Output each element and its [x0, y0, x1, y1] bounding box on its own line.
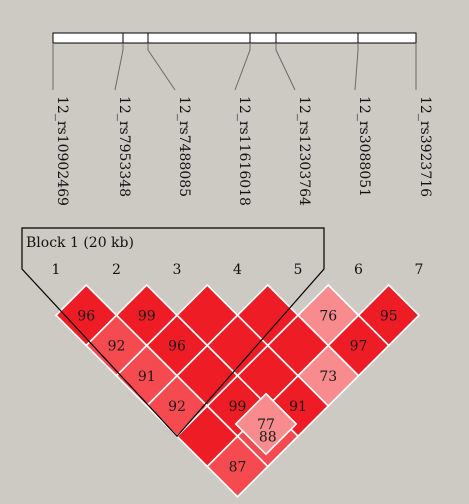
- ld-cell-value: 91: [289, 399, 307, 415]
- ld-cell-value: 87: [229, 460, 247, 476]
- ld-cell-value: 88: [259, 429, 277, 445]
- snp-connector-line: [114, 43, 124, 91]
- marker-number: 7: [415, 262, 424, 278]
- ld-cell-value: 76: [319, 308, 337, 324]
- snp-connector-line: [354, 43, 359, 91]
- snp-label: 12_rs7953348: [116, 96, 132, 197]
- snp-connector-lines: [52, 43, 417, 91]
- ld-cell-value: 97: [350, 339, 368, 355]
- ld-cell-value: 77: [257, 417, 275, 433]
- snp-labels: 12_rs10902469 12_rs7953348 12_rs7488085 12_…: [54, 96, 433, 206]
- ld-cell: [206, 435, 269, 498]
- snp-label: 12_rs12303764: [296, 96, 312, 206]
- marker-number: 2: [112, 262, 121, 278]
- marker-number: 1: [52, 262, 61, 278]
- ld-cell-value: 92: [168, 399, 186, 415]
- ld-cell-value: 99: [138, 308, 156, 324]
- ld-cell-value: 91: [138, 369, 156, 385]
- haplotype-block: Block 1 (20 kb): [21, 227, 325, 438]
- marker-number: 5: [294, 262, 303, 278]
- ld-cells: [54, 283, 421, 498]
- ld-cell: [234, 392, 298, 456]
- ld-cell-labels: 96 99 76 95 92 96 97 91 73 92 99 91 88 87 77: [77, 308, 397, 475]
- ld-cell-value: 92: [108, 339, 126, 355]
- snp-label: 12_rs10902469: [54, 96, 70, 206]
- ld-cell-value: 99: [229, 399, 247, 415]
- marker-number: 6: [354, 262, 363, 278]
- marker-numbers: 1 2 3 4 5 6 7: [52, 262, 424, 278]
- snp-label: 12_rs3923716: [417, 96, 433, 197]
- ld-cell-value: 95: [380, 308, 398, 324]
- snp-connector-line: [234, 43, 251, 91]
- marker-number: 3: [173, 262, 182, 278]
- block-label: Block 1 (20 kb): [26, 235, 134, 251]
- ld-cell-value: 73: [319, 369, 337, 385]
- snp-connector-line: [147, 43, 176, 91]
- snp-label: 12_rs7488085: [176, 96, 192, 197]
- ld-cell-value: 96: [168, 339, 186, 355]
- chromosome-bar: [52, 32, 417, 44]
- snp-position-ticks: [122, 33, 359, 43]
- snp-label: 12_rs3088051: [356, 96, 372, 197]
- block-outline: [21, 227, 325, 438]
- marker-number: 4: [233, 262, 242, 278]
- snp-label: 12_rs11616018: [236, 96, 252, 206]
- ld-cell-value: 96: [77, 308, 95, 324]
- snp-connector-line: [275, 43, 296, 91]
